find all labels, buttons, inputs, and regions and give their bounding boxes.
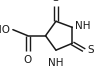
Text: NH: NH <box>48 58 64 68</box>
Text: S: S <box>87 45 94 55</box>
Text: S: S <box>53 0 59 3</box>
Text: O: O <box>24 55 32 65</box>
Text: HO: HO <box>0 25 10 35</box>
Text: NH: NH <box>75 21 91 31</box>
